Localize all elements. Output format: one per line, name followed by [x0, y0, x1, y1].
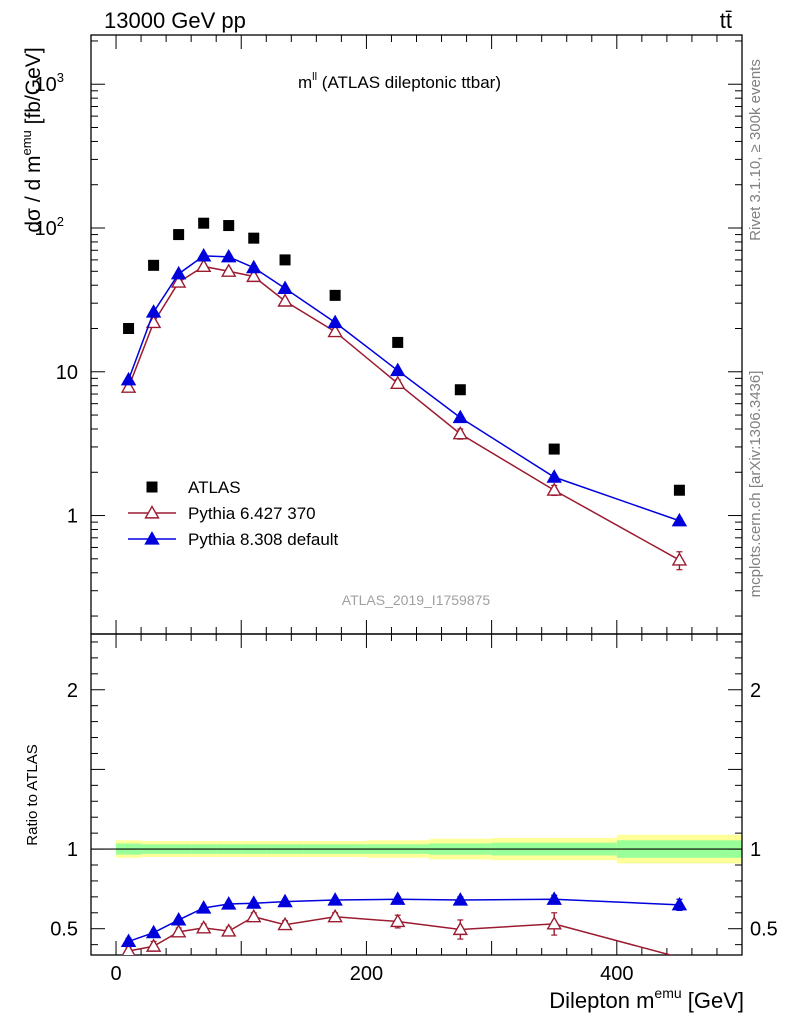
- data-point: [120, 371, 137, 386]
- data-point: [145, 924, 162, 939]
- data-point: [221, 263, 237, 277]
- data-point: [671, 512, 688, 527]
- series-line: [127, 255, 680, 522]
- series-line: [127, 265, 680, 561]
- data-point: [277, 280, 293, 294]
- data-point: [452, 409, 469, 424]
- legend-marker: [144, 505, 160, 519]
- data-point: [223, 220, 235, 232]
- data-point: [390, 913, 406, 928]
- ratio-ylabel: Ratio to ATLAS: [24, 744, 41, 845]
- data-point: [673, 484, 685, 496]
- data-point: [279, 254, 291, 266]
- data-point: [120, 933, 137, 948]
- data-point: [248, 232, 260, 244]
- data-point: [390, 362, 406, 377]
- data-point: [327, 892, 343, 906]
- ratio-y-tick-label: 0.5: [50, 919, 78, 941]
- main-ylabel: dσ / d memu [fb/GeV]: [19, 47, 45, 232]
- data-point: [148, 259, 160, 271]
- ratio-y-tick-label: 2: [67, 680, 78, 702]
- data-point: [195, 900, 212, 914]
- data-point: [221, 248, 237, 263]
- data-point: [277, 293, 293, 307]
- data-point: [120, 379, 137, 393]
- main-title: mll (ATLAS dileptonic ttbar): [298, 71, 501, 92]
- series-line: [128, 915, 674, 955]
- data-point: [221, 923, 237, 937]
- data-point: [123, 322, 135, 334]
- ratio-frame: [90, 633, 743, 956]
- data-point: [671, 896, 688, 911]
- x-tick-label: 0: [110, 963, 121, 985]
- x-tick-label: 400: [600, 963, 633, 985]
- ratio-y-tick-label-right: 1: [750, 839, 761, 861]
- data-point: [170, 274, 187, 288]
- data-point: [546, 916, 562, 930]
- data-point: [277, 916, 293, 931]
- data-point: [454, 384, 466, 396]
- data-point: [170, 265, 187, 280]
- data-point: [170, 912, 187, 926]
- data-point: [195, 920, 212, 934]
- x-axis-label: Dilepton memu [GeV]: [549, 985, 744, 1013]
- data-point: [173, 229, 185, 241]
- x-tick-label: 200: [350, 963, 383, 985]
- data-point: [195, 258, 212, 273]
- data-point: [145, 304, 162, 318]
- data-point: [121, 943, 136, 955]
- main-series: [120, 217, 688, 571]
- legend-marker: [146, 481, 158, 493]
- data-point: [327, 314, 343, 329]
- y-tick-label: 102: [35, 214, 64, 240]
- ratio-y-tick-label: 1: [67, 839, 78, 861]
- data-point: [246, 908, 262, 923]
- y-tick-label: 1: [67, 506, 78, 528]
- legend-label: Pythia 8.308 default: [188, 530, 339, 549]
- energy-label: 13000 GeV pp: [104, 8, 246, 33]
- rivet-label: Rivet 3.1.10, ≥ 300k events: [747, 59, 764, 241]
- legend: ATLAS Pythia 6.427 370 Pythia 8.308 defaul…: [128, 478, 339, 549]
- data-point: [170, 923, 187, 938]
- legend-marker: [144, 531, 160, 545]
- y-tick-label: 103: [35, 70, 64, 96]
- mcplots-label: mcplots.cern.ch [arXiv:1306.3436]: [747, 371, 764, 598]
- data-point: [198, 217, 210, 229]
- legend-label: Pythia 6.427 370: [188, 504, 316, 523]
- process-label: tt̄: [720, 8, 732, 33]
- data-point: [452, 921, 469, 936]
- data-point: [548, 443, 560, 455]
- data-point: [390, 375, 406, 389]
- data-point: [452, 892, 469, 906]
- data-point: [329, 289, 341, 301]
- ratio-y-tick-label-right: 0.5: [750, 919, 778, 941]
- data-point: [221, 896, 237, 910]
- data-point: [145, 938, 162, 952]
- data-point: [546, 482, 562, 496]
- legend-label: ATLAS: [188, 478, 241, 497]
- data-point: [195, 247, 212, 262]
- data-point: [327, 908, 343, 923]
- data-point: [246, 259, 262, 274]
- ratio-panel: 0 200 400 0.5 0.5 1 1 2 2: [50, 35, 778, 985]
- ratio-series: [120, 891, 688, 955]
- data-point: [246, 895, 262, 909]
- analysis-watermark: ATLAS_2019_I1759875: [342, 592, 491, 608]
- data-point: [277, 893, 293, 908]
- data-point: [671, 552, 688, 566]
- ratio-y-tick-label-right: 2: [750, 680, 761, 702]
- data-point: [546, 891, 562, 905]
- data-point: [327, 323, 343, 338]
- data-point: [246, 268, 262, 283]
- data-point: [392, 336, 404, 348]
- data-point: [390, 891, 406, 905]
- data-point: [452, 425, 469, 440]
- data-point: [546, 469, 562, 483]
- y-tick-label: 10: [56, 362, 78, 384]
